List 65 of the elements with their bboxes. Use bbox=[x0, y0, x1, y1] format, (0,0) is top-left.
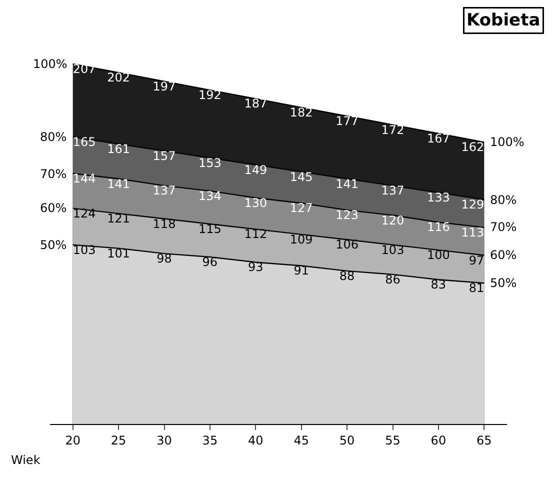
data-label: 118 bbox=[152, 216, 176, 231]
data-label: 187 bbox=[244, 96, 268, 111]
chart-title: Kobieta bbox=[466, 10, 540, 30]
x-tick-label: 20 bbox=[65, 433, 80, 448]
data-label: 97 bbox=[468, 253, 484, 268]
annotation: 60% bbox=[40, 201, 67, 215]
x-axis-title: Wiek bbox=[11, 453, 40, 467]
data-label: 145 bbox=[290, 170, 313, 184]
data-label: 112 bbox=[244, 227, 268, 242]
annotation: 70% bbox=[40, 167, 67, 181]
data-label: 103 bbox=[381, 242, 404, 257]
x-tick-label: 55 bbox=[385, 433, 400, 448]
annotation: 50% bbox=[40, 238, 67, 252]
data-label: 172 bbox=[381, 122, 404, 137]
data-label: 127 bbox=[290, 201, 313, 216]
data-label: 83 bbox=[430, 278, 446, 292]
data-label: 177 bbox=[336, 114, 359, 128]
data-label: 120 bbox=[381, 213, 404, 228]
data-label: 192 bbox=[198, 88, 222, 102]
data-label: 116 bbox=[426, 220, 450, 234]
data-label: 197 bbox=[152, 79, 176, 94]
x-tick-label: 60 bbox=[430, 433, 446, 448]
data-label: 88 bbox=[339, 268, 355, 283]
data-label: 141 bbox=[107, 176, 130, 191]
x-tick-label: 50 bbox=[339, 433, 355, 448]
data-label: 141 bbox=[336, 176, 359, 191]
data-label: 157 bbox=[152, 148, 176, 163]
annotation: 50% bbox=[490, 276, 517, 290]
data-label: 106 bbox=[336, 238, 359, 252]
data-label: 149 bbox=[244, 162, 268, 177]
data-label: 161 bbox=[107, 142, 130, 156]
x-tick-label: 30 bbox=[156, 433, 172, 448]
data-label: 182 bbox=[290, 105, 313, 120]
data-label: 165 bbox=[72, 135, 96, 149]
data-label: 137 bbox=[152, 184, 176, 198]
annotation: 100% bbox=[33, 57, 68, 71]
data-label: 137 bbox=[381, 184, 404, 198]
annotation: 70% bbox=[490, 220, 517, 234]
data-label: 130 bbox=[244, 196, 268, 210]
data-label: 113 bbox=[461, 225, 484, 240]
x-tick-label: 35 bbox=[202, 433, 218, 448]
x-tick-label: 40 bbox=[248, 433, 264, 448]
annotation: 60% bbox=[490, 248, 517, 262]
data-label: 202 bbox=[107, 70, 130, 85]
data-label: 81 bbox=[468, 281, 484, 296]
x-tick-label: 65 bbox=[476, 433, 492, 448]
data-label: 133 bbox=[426, 190, 450, 205]
data-label: 123 bbox=[336, 208, 359, 222]
annotation: 80% bbox=[490, 193, 517, 207]
data-label: 100 bbox=[426, 248, 450, 262]
data-label: 86 bbox=[385, 272, 400, 286]
annotation: 100% bbox=[490, 135, 524, 149]
data-label: 134 bbox=[198, 188, 222, 203]
data-label: 101 bbox=[107, 246, 130, 260]
data-label: 162 bbox=[461, 140, 484, 154]
x-tick-label: 45 bbox=[294, 433, 309, 448]
annotation: 80% bbox=[40, 130, 67, 144]
data-label: 115 bbox=[198, 222, 222, 236]
x-tick-label: 25 bbox=[110, 433, 126, 448]
data-label: 153 bbox=[198, 156, 222, 170]
data-label: 167 bbox=[426, 132, 450, 146]
data-label: 98 bbox=[156, 252, 172, 266]
data-label: 144 bbox=[72, 172, 96, 186]
data-label: 129 bbox=[461, 198, 484, 212]
data-label: 109 bbox=[290, 232, 313, 246]
